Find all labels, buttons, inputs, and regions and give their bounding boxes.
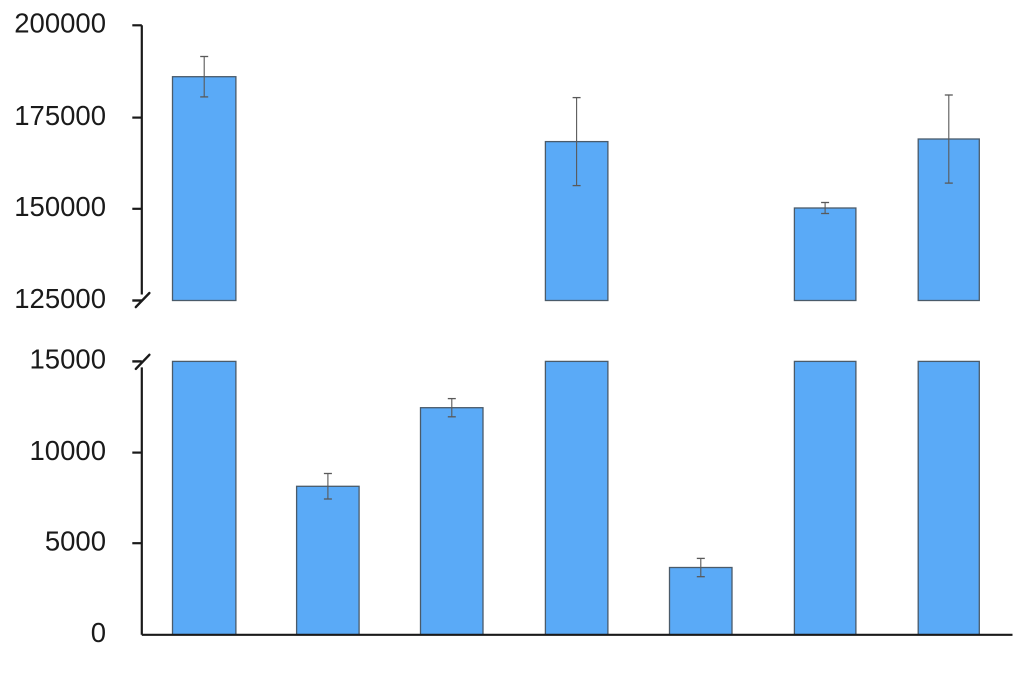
svg-text:150000: 150000 xyxy=(14,191,106,222)
svg-text:0: 0 xyxy=(91,617,106,648)
svg-text:10000: 10000 xyxy=(30,435,106,466)
svg-text:175000: 175000 xyxy=(14,100,106,131)
svg-text:200000: 200000 xyxy=(14,8,106,39)
svg-text:15000: 15000 xyxy=(30,344,106,375)
svg-text:5000: 5000 xyxy=(45,525,106,556)
svg-text:125000: 125000 xyxy=(14,283,106,314)
